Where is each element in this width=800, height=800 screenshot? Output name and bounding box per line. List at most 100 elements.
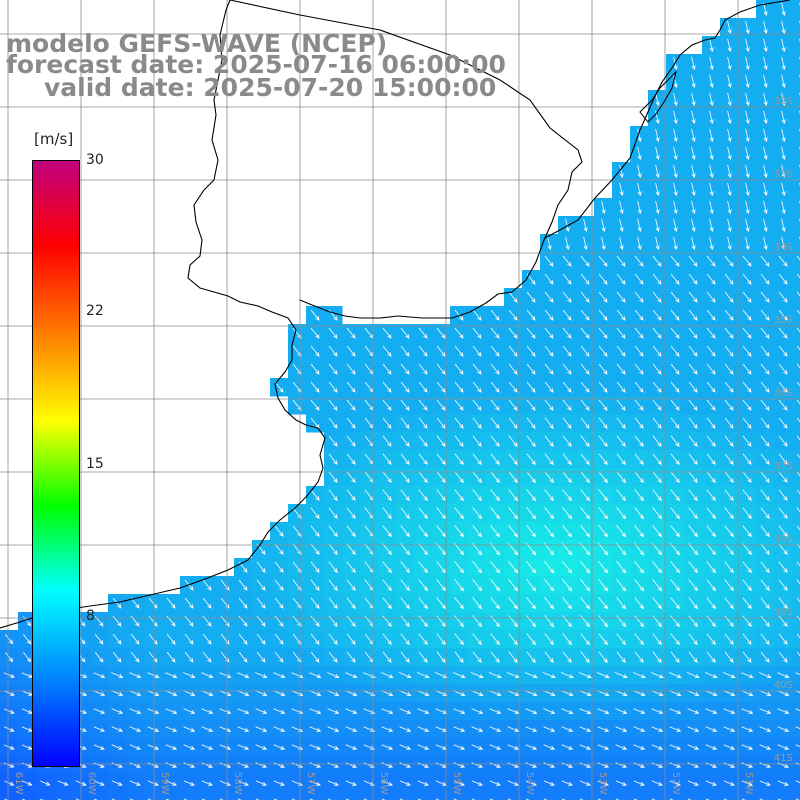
wind-arrow <box>255 762 268 768</box>
ocean-cell <box>504 792 523 800</box>
wind-arrow <box>346 417 356 429</box>
wind-arrow <box>183 690 196 696</box>
wind-arrow <box>778 363 788 375</box>
ocean-cell <box>792 270 800 289</box>
wind-arrow <box>400 651 410 663</box>
wind-arrow <box>453 762 466 768</box>
wind-arrow <box>93 690 106 696</box>
wind-arrow <box>256 597 266 609</box>
wind-arrow <box>709 74 714 89</box>
ocean-cell <box>792 108 800 127</box>
wind-arrow <box>472 525 482 538</box>
wind-arrow <box>688 471 698 484</box>
wind-arrow <box>452 672 466 679</box>
wind-arrow <box>526 489 536 502</box>
wind-arrow <box>724 525 734 538</box>
wind-arrow <box>706 453 716 465</box>
wind-arrow <box>598 525 609 538</box>
wind-arrow <box>634 597 644 610</box>
wind-arrow <box>382 489 392 502</box>
wind-arrow <box>634 417 644 429</box>
wind-arrow <box>543 690 556 696</box>
ocean-cell <box>576 792 595 800</box>
wind-arrow <box>760 345 770 357</box>
wind-arrow <box>255 780 267 786</box>
wind-arrow <box>436 363 446 375</box>
wind-arrow <box>201 744 214 750</box>
wind-arrow <box>544 560 555 574</box>
wind-arrow <box>454 597 464 610</box>
wind-arrow <box>346 345 356 357</box>
wind-arrow <box>418 453 428 465</box>
wind-arrow <box>652 633 662 646</box>
wind-arrow <box>727 218 732 233</box>
wind-arrow <box>328 651 338 663</box>
wind-arrow <box>760 327 770 339</box>
wind-arrow <box>508 561 519 574</box>
wind-arrow <box>778 597 788 609</box>
ocean-cell <box>792 612 800 631</box>
wind-arrow <box>382 453 392 465</box>
wind-arrow <box>596 672 610 679</box>
wind-arrow <box>795 672 800 676</box>
wind-arrow <box>634 291 644 303</box>
wind-arrow <box>616 327 626 339</box>
wind-arrow <box>580 327 590 339</box>
wind-arrow <box>724 489 734 502</box>
wind-arrow <box>400 597 410 610</box>
wind-arrow <box>781 56 786 71</box>
wind-arrow <box>561 780 573 786</box>
wind-arrow <box>472 363 482 375</box>
wind-arrow <box>706 327 716 339</box>
wind-arrow <box>417 708 430 714</box>
wind-arrow <box>111 690 124 696</box>
coastline-brazil <box>544 0 791 239</box>
wind-arrow <box>688 597 698 610</box>
wind-arrow <box>417 780 429 786</box>
wind-arrow <box>781 146 786 161</box>
wind-arrow <box>777 726 790 732</box>
wind-arrow <box>796 489 800 495</box>
wind-arrow <box>580 597 591 610</box>
wind-arrow <box>741 762 754 768</box>
wind-arrow <box>238 597 248 609</box>
wind-arrow <box>778 309 788 321</box>
wind-arrow <box>148 633 158 645</box>
wind-arrow <box>399 780 411 786</box>
wind-arrow <box>490 507 500 520</box>
wind-arrow <box>237 762 250 768</box>
wind-arrow <box>670 255 680 267</box>
wind-arrow <box>525 690 538 696</box>
wind-arrow <box>673 164 678 179</box>
wind-arrow <box>652 291 662 303</box>
wind-arrow <box>763 200 768 215</box>
wind-arrow <box>691 146 696 161</box>
wind-arrow <box>237 744 250 750</box>
wind-arrow <box>691 74 696 89</box>
wind-arrow <box>400 489 410 502</box>
ocean-cell <box>432 792 451 800</box>
wind-arrow <box>274 561 284 573</box>
wind-arrow <box>724 435 734 447</box>
wind-arrow <box>616 471 626 484</box>
wind-arrow <box>673 182 678 197</box>
wind-arrow <box>687 762 700 768</box>
wind-arrow <box>670 597 680 610</box>
wind-arrow <box>759 672 772 678</box>
wind-arrow <box>706 381 716 393</box>
wind-arrow <box>219 690 232 696</box>
wind-arrow <box>565 236 570 251</box>
wind-arrow <box>346 435 356 447</box>
wind-arrow <box>310 417 320 429</box>
wind-arrow <box>508 435 518 447</box>
wind-arrow <box>686 672 700 679</box>
wind-arrow <box>454 471 464 484</box>
wind-arrow <box>544 489 554 502</box>
wind-arrow <box>651 744 664 750</box>
wind-arrow <box>706 273 716 285</box>
wind-arrow <box>616 255 626 267</box>
wind-arrow <box>435 690 448 696</box>
wind-arrow <box>745 146 750 161</box>
longitude-label: 58W <box>232 772 243 795</box>
